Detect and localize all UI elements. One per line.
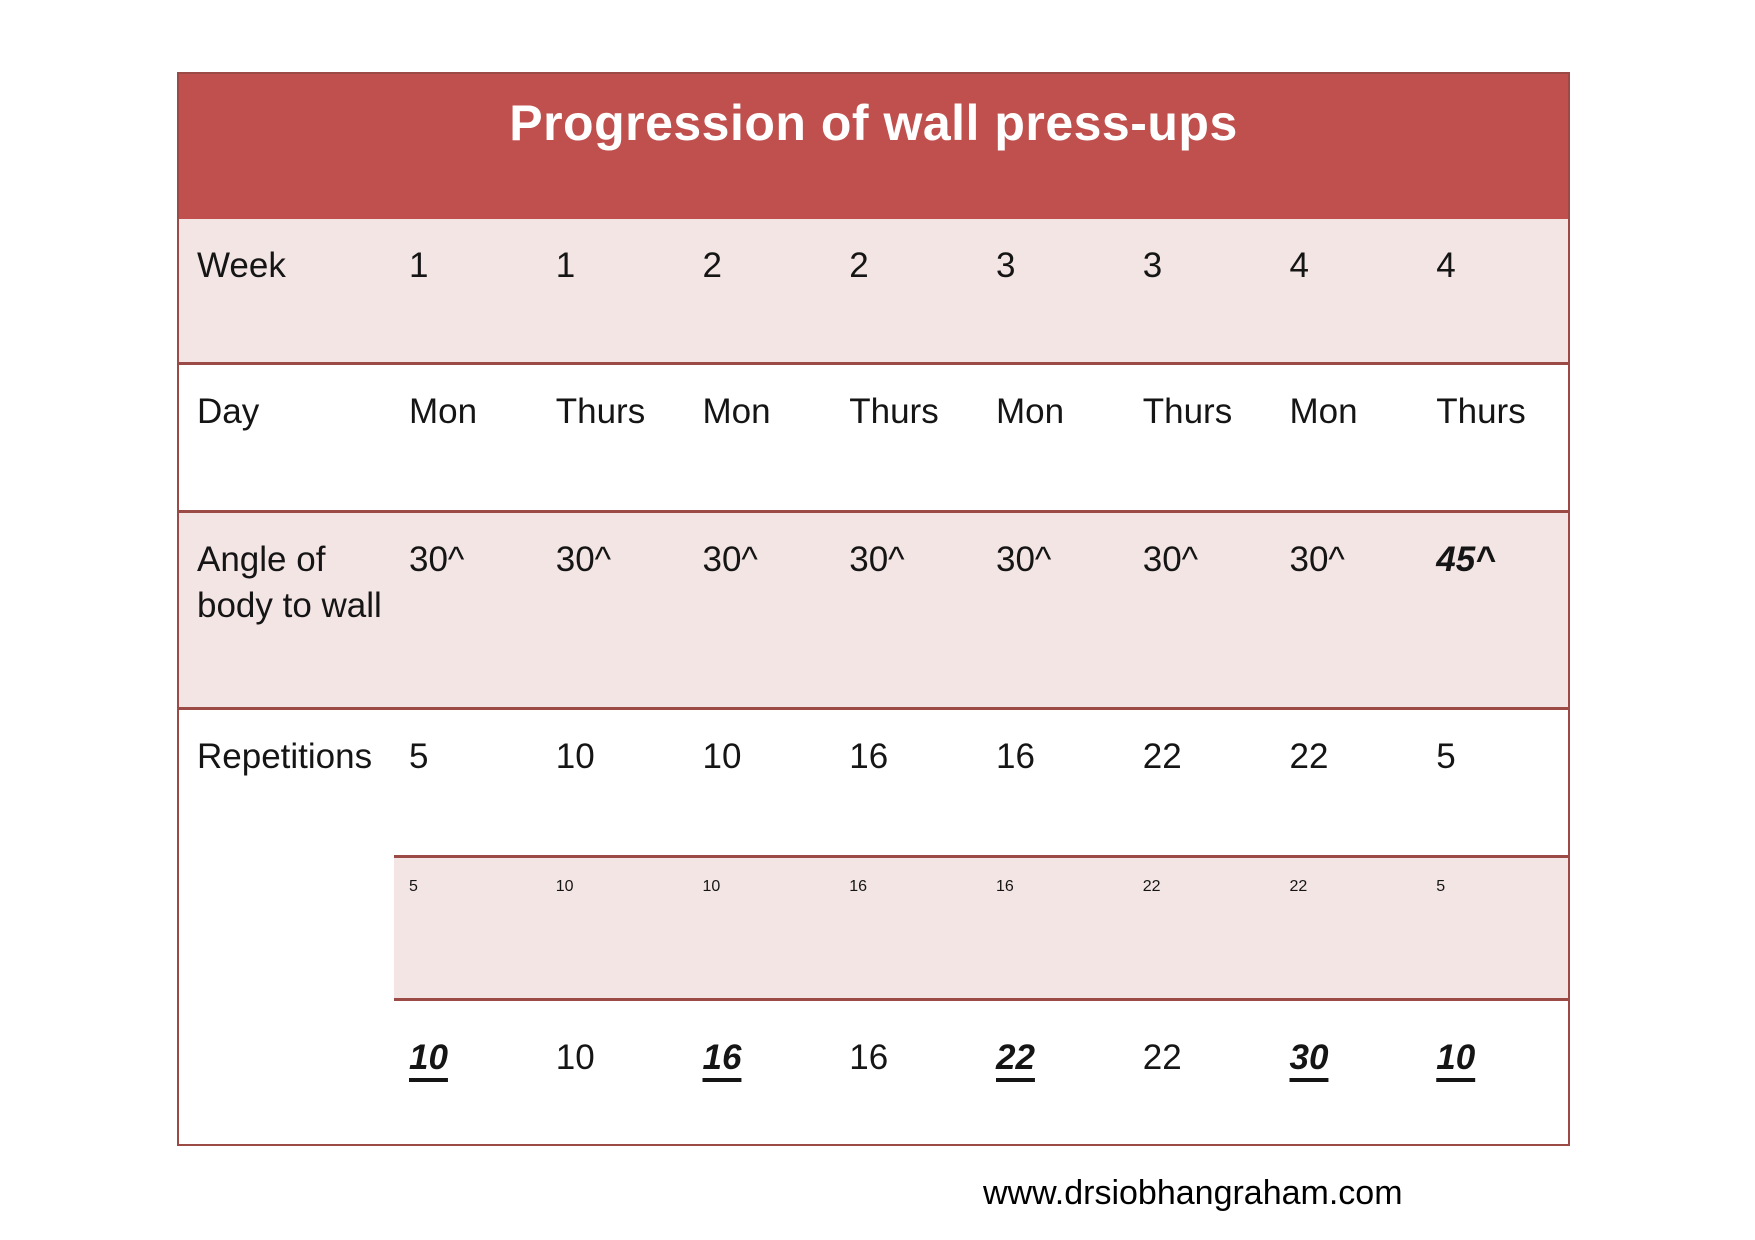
- day-value: Mon: [409, 392, 478, 431]
- repetitions-row-3-label: [179, 1001, 394, 1144]
- angle-value: 30^: [702, 540, 758, 579]
- website-url: www.drsiobhangraham.com: [983, 1174, 1403, 1212]
- repetitions-row-2-label: [179, 855, 394, 1001]
- angle-row-label: Angle of body to wall: [197, 540, 382, 626]
- week-value: 4: [1436, 246, 1456, 285]
- angle-value: 30^: [1142, 540, 1199, 579]
- repetitions-row-label: Repetitions: [197, 737, 373, 776]
- week-row-label: Week: [197, 246, 286, 285]
- week-value: 3: [996, 246, 1016, 285]
- day-value: Mon: [1289, 392, 1358, 431]
- reps-value: 16: [849, 737, 889, 776]
- day-row-label: Day: [197, 392, 260, 431]
- reps-value-emphasized: 22: [996, 1038, 1035, 1077]
- day-value: Thurs: [1142, 392, 1233, 431]
- day-value: Mon: [702, 392, 771, 431]
- reps-value: 5: [1436, 737, 1456, 776]
- reps-value: 16: [849, 878, 868, 895]
- angle-value: 30^: [555, 540, 612, 579]
- reps-value: 10: [555, 737, 595, 776]
- reps-value: 22: [1142, 1038, 1182, 1077]
- progression-table: Progression of wall press-ups Week 1 1 2…: [177, 72, 1570, 1146]
- day-value: Thurs: [555, 392, 646, 431]
- repetitions-row-1: Repetitions 5 10 10 16 16 22 22 5: [179, 710, 1568, 855]
- week-row: Week 1 1 2 2 3 3 4 4: [179, 219, 1568, 365]
- reps-value: 5: [409, 737, 429, 776]
- reps-value: 22: [1142, 878, 1161, 895]
- reps-value: 22: [1289, 878, 1308, 895]
- repetitions-row-2-strip: 5 10 10 16 16 22 22 5: [394, 855, 1568, 1001]
- angle-value: 30^: [849, 540, 905, 579]
- week-value: 2: [702, 246, 722, 285]
- day-value: Mon: [996, 392, 1065, 431]
- reps-value: 10: [555, 1038, 595, 1077]
- day-row: Day Mon Thurs Mon Thurs Mon Thurs Mon Th…: [179, 365, 1568, 513]
- reps-value-emphasized: 10: [409, 1038, 448, 1077]
- week-value: 2: [849, 246, 869, 285]
- table-title-band: Progression of wall press-ups: [179, 74, 1568, 219]
- reps-value: 22: [1142, 737, 1182, 776]
- reps-value: 10: [702, 737, 742, 776]
- reps-value-emphasized: 10: [1436, 1038, 1476, 1077]
- week-value: 4: [1289, 246, 1309, 285]
- reps-value-emphasized: 16: [702, 1038, 742, 1077]
- reps-value: 5: [409, 878, 418, 895]
- angle-value: 30^: [996, 540, 1052, 579]
- reps-value: 16: [996, 737, 1035, 776]
- angle-value: 30^: [1289, 540, 1345, 579]
- angle-value-emphasized: 45^: [1436, 540, 1496, 579]
- week-value: 1: [409, 246, 429, 285]
- repetitions-row-2: 5 10 10 16 16 22 22 5: [179, 855, 1568, 1001]
- reps-value-emphasized: 30: [1289, 1038, 1329, 1077]
- angle-row: Angle of body to wall 30^ 30^ 30^ 30^ 30…: [179, 513, 1568, 710]
- reps-value: 10: [555, 878, 574, 895]
- angle-value: 30^: [409, 540, 465, 579]
- day-value: Thurs: [1436, 392, 1526, 431]
- table-title: Progression of wall press-ups: [509, 95, 1238, 151]
- reps-value: 22: [1289, 737, 1329, 776]
- reps-value: 10: [702, 878, 721, 895]
- repetitions-row-3: 10 10 16 16 22 22 30 10: [179, 1001, 1568, 1144]
- day-value: Thurs: [849, 392, 939, 431]
- week-value: 3: [1142, 246, 1163, 285]
- week-value: 1: [555, 246, 576, 285]
- reps-value: 16: [849, 1038, 889, 1077]
- reps-value: 5: [1436, 878, 1446, 895]
- reps-value: 16: [996, 878, 1014, 895]
